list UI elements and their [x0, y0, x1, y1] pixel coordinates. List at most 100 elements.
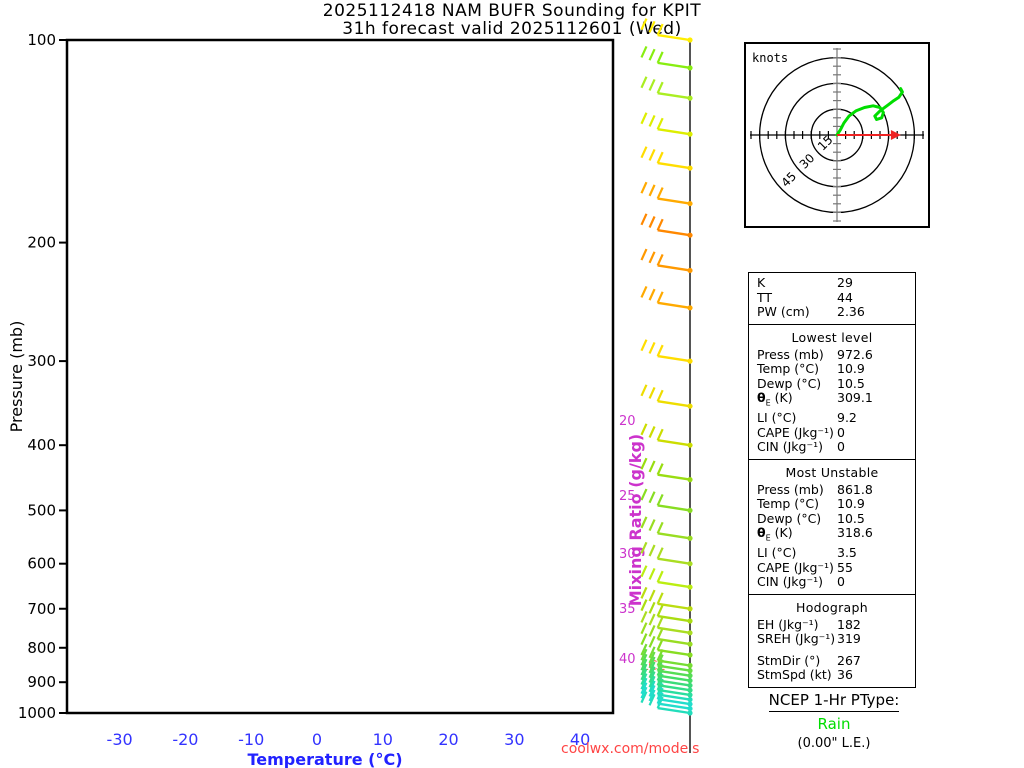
stat-row: CIN (Jkg⁻¹) 0 [749, 574, 915, 590]
stat-row: LI (°C) 9.2 [749, 410, 915, 426]
stat-row: PW (cm) 2.36 [749, 304, 915, 320]
wind-barb [640, 633, 693, 658]
temperature-tick-label: 30 [504, 730, 524, 749]
temperature-tick-label: -30 [107, 730, 133, 749]
ptype-value: Rain [817, 715, 851, 733]
wind-barb [640, 18, 693, 43]
temperature-axis-label: Temperature (°C) [247, 750, 402, 768]
stat-value: 10.9 [837, 496, 865, 511]
most-unstable-header: Most Unstable [785, 464, 879, 480]
stat-value: 861.8 [837, 481, 873, 497]
wind-barb [640, 648, 693, 674]
stat-key: Dewp (°C) [757, 375, 822, 391]
stat-value: 10.5 [837, 375, 865, 391]
wind-barb [640, 46, 693, 71]
stat-key: LI (°C) [757, 545, 797, 560]
stat-row: K 29 [749, 275, 915, 291]
stat-value: 972.6 [837, 346, 873, 362]
stat-row: TT 44 [749, 289, 915, 306]
stat-value: 36 [837, 667, 853, 682]
stat-key: StmDir (°) [757, 652, 821, 668]
mixing-ratio-right-tick-label: 35 [619, 602, 636, 617]
stat-value: 0 [837, 439, 845, 454]
stat-key: K [757, 275, 766, 290]
stat-row: Press (mb) 972.6 [749, 346, 915, 363]
stat-row: Temp (°C) 10.9 [749, 361, 915, 377]
stat-row: θE (K) 318.6 [749, 525, 915, 546]
stat-value: 0 [837, 424, 845, 440]
stat-value: 44 [837, 289, 853, 305]
temperature-tick-label: 0 [312, 730, 322, 749]
mixing-ratio-axis-label: Mixing Ratio (g/kg) [626, 434, 645, 606]
stat-value: 182 [837, 616, 861, 632]
stat-row: StmSpd (kt) 36 [749, 667, 915, 683]
stat-key: SREH (Jkg⁻¹) [757, 631, 836, 646]
stat-row: CAPE (Jkg⁻¹) 55 [749, 559, 915, 576]
stat-key: CAPE (Jkg⁻¹) [757, 559, 834, 575]
stat-value: 2.36 [837, 304, 865, 319]
stats-hodograph: Hodograph EH (Jkg⁻¹) 182 SREH (Jkg⁻¹) 319 S… [749, 593, 915, 687]
watermark: coolwx.com/models [561, 741, 699, 757]
pressure-tick-label: 200 [27, 234, 56, 252]
stats-most-unstable: Most Unstable Press (mb) 861.8 Temp (°C) 10… [749, 458, 915, 594]
pressure-tick-label: 1000 [18, 704, 56, 722]
wind-barb [640, 488, 693, 514]
temperature-tick-label: -20 [172, 730, 198, 749]
stat-value: 55 [837, 559, 853, 575]
wind-barb [640, 339, 693, 364]
stat-key: θE (K) [757, 525, 793, 543]
wind-barb [640, 682, 693, 707]
stat-key: TT [757, 289, 773, 305]
pressure-axis-label: Pressure (mb) [7, 321, 26, 433]
stat-row: EH (Jkg⁻¹) 182 [749, 616, 915, 633]
stat-value: 267 [837, 652, 861, 668]
stat-row: CIN (Jkg⁻¹) 0 [749, 439, 915, 455]
stat-value: 10.9 [837, 361, 865, 376]
wind-barb [640, 565, 693, 590]
pressure-tick-label: 500 [27, 501, 56, 519]
wind-barb [640, 541, 693, 567]
stat-key: LI (°C) [757, 410, 797, 425]
wind-barb [640, 686, 693, 712]
skewt-diagram: 1002003004005006007008009001000Pressure … [7, 18, 699, 768]
wind-barb [640, 586, 693, 612]
temperature-tick-label: 40 [570, 730, 590, 749]
stat-value: 318.6 [837, 525, 873, 540]
hodograph-units-label: knots [752, 51, 788, 65]
stat-value: 309.1 [837, 390, 873, 405]
sounding-title-line2: 31h forecast valid 2025112601 (Wed) [342, 19, 682, 39]
wind-barb [640, 599, 693, 624]
hodograph-stats-header: Hodograph [796, 599, 868, 615]
pressure-tick-label: 900 [27, 673, 56, 691]
wind-barb [640, 457, 693, 483]
ptype-header: NCEP 1-Hr PType: [768, 691, 900, 712]
stat-key: EH (Jkg⁻¹) [757, 616, 819, 632]
stat-key: Dewp (°C) [757, 510, 822, 526]
stats-indices: K 29 TT 44 PW (cm) 2.36 [749, 273, 915, 324]
wind-barb [640, 248, 693, 274]
stat-key: Press (mb) [757, 481, 824, 497]
pressure-tick-label: 700 [27, 600, 56, 618]
stat-value: 29 [837, 275, 853, 290]
stat-key: CIN (Jkg⁻¹) [757, 439, 823, 454]
wind-barb [640, 112, 693, 137]
hodograph-wind-trace [835, 87, 904, 137]
sounding-title-line1: 2025112418 NAM BUFR Sounding for KPIT [322, 1, 702, 21]
stats-panel: K 29 TT 44 PW (cm) 2.36 Lowest level Press (m… [748, 272, 916, 688]
stat-key: StmSpd (kt) [757, 667, 832, 682]
stat-key: Temp (°C) [757, 496, 820, 511]
stat-key: CAPE (Jkg⁻¹) [757, 424, 834, 440]
mixing-ratio-right-tick-label: 25 [619, 489, 636, 504]
wind-barb [640, 76, 693, 101]
stat-row: θE (K) 309.1 [749, 390, 915, 411]
wind-barb [640, 146, 693, 171]
pressure-tick-label: 100 [27, 31, 56, 49]
wind-barb [640, 516, 693, 541]
wind-barb [640, 285, 693, 311]
wind-barb [640, 622, 693, 647]
wind-barb [640, 181, 693, 207]
stat-value: 9.2 [837, 410, 857, 425]
pressure-tick-label: 400 [27, 436, 56, 454]
wind-barb [640, 213, 693, 238]
